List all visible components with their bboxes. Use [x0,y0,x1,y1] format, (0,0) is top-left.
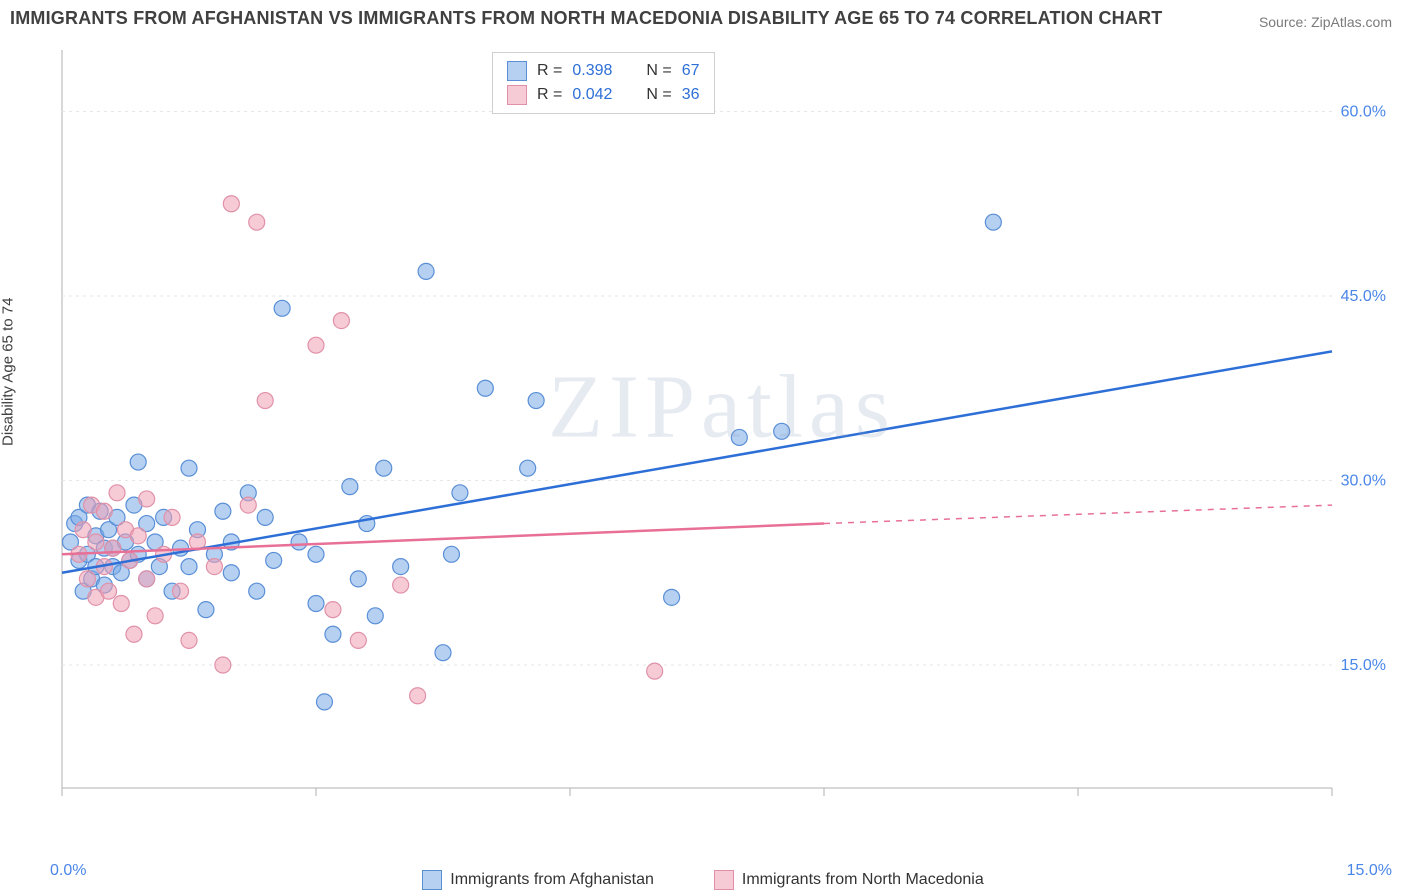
data-point [206,559,222,575]
series-legend: Immigrants from Afghanistan Immigrants f… [0,870,1406,890]
chart-container: IMMIGRANTS FROM AFGHANISTAN VS IMMIGRANT… [0,0,1406,892]
data-point [367,608,383,624]
data-point [443,546,459,562]
data-point [393,559,409,575]
data-point [291,534,307,550]
data-point [79,571,95,587]
n-label: N = [646,86,671,104]
legend-label: Immigrants from Afghanistan [450,871,654,889]
data-point [139,491,155,507]
data-point [257,393,273,409]
stats-legend-row: R = 0.042 N = 36 [507,83,700,107]
y-tick-label: 45.0% [1341,288,1386,305]
swatch-icon [422,870,442,890]
data-point [266,552,282,568]
data-point [520,460,536,476]
swatch-icon [714,870,734,890]
data-point [164,509,180,525]
data-point [477,380,493,396]
data-point [105,540,121,556]
trend-line [62,351,1332,572]
y-tick-label: 15.0% [1341,657,1386,674]
data-point [452,485,468,501]
data-point [418,263,434,279]
data-point [274,300,290,316]
data-point [223,196,239,212]
data-point [325,602,341,618]
data-point [130,528,146,544]
data-point [130,454,146,470]
stats-legend-row: R = 0.398 N = 67 [507,59,700,83]
y-tick-label: 30.0% [1341,473,1386,490]
chart-title: IMMIGRANTS FROM AFGHANISTAN VS IMMIGRANT… [10,8,1162,29]
trend-line [62,524,824,555]
trend-line-extension [824,505,1332,523]
data-point [126,626,142,642]
data-point [342,479,358,495]
data-point [774,423,790,439]
data-point [350,571,366,587]
data-point [96,503,112,519]
data-point [410,688,426,704]
data-point [215,657,231,673]
data-point [240,497,256,513]
data-point [308,337,324,353]
data-point [215,503,231,519]
data-point [528,393,544,409]
data-point [393,577,409,593]
legend-label: Immigrants from North Macedonia [742,871,984,889]
data-point [257,509,273,525]
legend-item-afghanistan: Immigrants from Afghanistan [422,870,654,890]
r-value: 0.398 [572,62,612,80]
n-label: N = [646,62,671,80]
data-point [181,559,197,575]
x-axis-min-label: 0.0% [50,862,86,880]
data-point [333,313,349,329]
data-point [173,583,189,599]
r-value: 0.042 [572,86,612,104]
data-point [731,429,747,445]
data-point [198,602,214,618]
r-label: R = [537,62,562,80]
data-point [249,583,265,599]
data-point [308,546,324,562]
legend-item-north-macedonia: Immigrants from North Macedonia [714,870,984,890]
data-point [139,571,155,587]
swatch-icon [507,61,527,81]
data-point [88,534,104,550]
data-point [350,632,366,648]
y-tick-label: 60.0% [1341,104,1386,121]
scatter-svg: 15.0% 30.0% 45.0% 60.0% [52,48,1392,828]
r-label: R = [537,86,562,104]
data-point [647,663,663,679]
data-point [325,626,341,642]
stats-legend: R = 0.398 N = 67 R = 0.042 N = 36 [492,52,715,114]
data-point [101,583,117,599]
data-point [316,694,332,710]
data-point [223,565,239,581]
plot-area: 15.0%30.0%45.0%60.0% ZIPatlas R = 0.398N… [52,48,1392,828]
swatch-icon [507,85,527,105]
source-label: Source: ZipAtlas.com [1259,14,1392,30]
data-point [985,214,1001,230]
data-point [147,608,163,624]
y-axis-label: Disability Age 65 to 74 [0,298,17,446]
n-value: 36 [682,86,700,104]
data-point [181,632,197,648]
data-point [308,596,324,612]
data-point [249,214,265,230]
x-axis-max-label: 15.0% [1347,862,1392,880]
n-value: 67 [682,62,700,80]
data-point [113,596,129,612]
data-point [109,485,125,501]
data-point [376,460,392,476]
data-point [75,522,91,538]
data-point [181,460,197,476]
data-point [435,645,451,661]
data-point [664,589,680,605]
